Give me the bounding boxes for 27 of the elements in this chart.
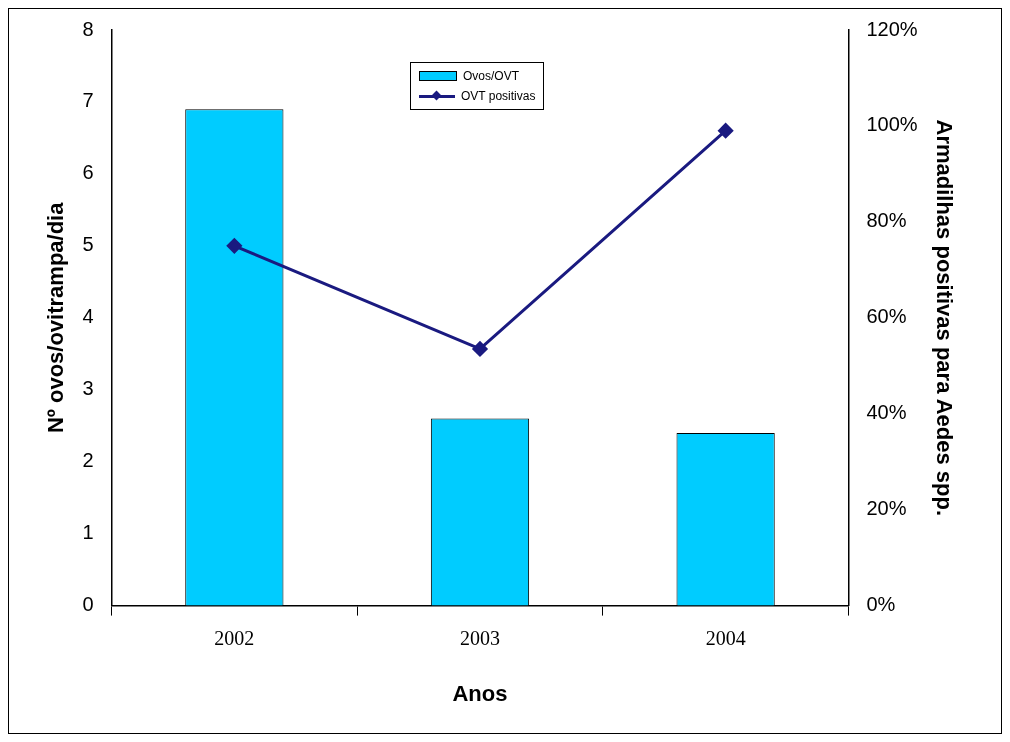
y-axis-title: Nº ovos/ovitrampa/dia: [43, 201, 69, 434]
x-axis-title: Anos: [452, 680, 508, 706]
legend-label: Ovos/OVT: [462, 69, 519, 83]
y2-tick-label: 40%: [866, 401, 907, 424]
point: [718, 123, 734, 139]
legend-label: OVT positivas: [460, 89, 536, 103]
y-tick-label: 7: [82, 89, 94, 112]
point: [226, 238, 242, 254]
y-tick-label: 2: [82, 449, 94, 472]
y2-tick-label: 120%: [866, 17, 918, 40]
x-tick-label: 2004: [705, 626, 746, 649]
y2-axis-title: Armadilhas positivas para Aedes spp.: [931, 119, 957, 517]
y-tick-label: 0: [82, 593, 94, 616]
y-tick-label: 3: [82, 377, 94, 400]
y-tick-label: 8: [82, 17, 94, 40]
y-tick-label: 4: [82, 305, 94, 328]
y-tick-label: 1: [82, 521, 94, 544]
x-tick-label: 2003: [459, 626, 500, 649]
y2-tick-label: 20%: [866, 497, 907, 520]
y2-tick-label: 80%: [866, 209, 907, 232]
y2-tick-label: 60%: [866, 305, 907, 328]
y-tick-label: 6: [82, 161, 94, 184]
y2-tick-label: 0%: [866, 593, 896, 616]
x-tick-label: 2002: [214, 626, 255, 649]
point: [472, 341, 488, 357]
y-tick-label: 5: [82, 233, 94, 256]
y2-tick-label: 100%: [866, 113, 918, 136]
